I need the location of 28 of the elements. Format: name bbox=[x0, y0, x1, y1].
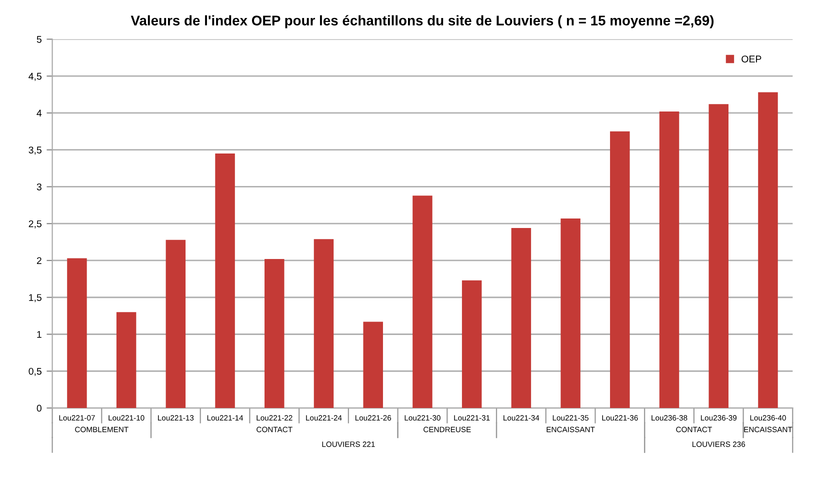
chart-title: Valeurs de l'index OEP pour les échantillons du site de Louviers ( n = 15 moyenne =2,69) bbox=[130, 15, 714, 28]
legend-label: OEP bbox=[742, 56, 762, 62]
y-tick-label: 0,5 bbox=[28, 368, 42, 376]
y-tick-label: 4 bbox=[36, 110, 42, 116]
y-tick-label: 3 bbox=[36, 183, 42, 190]
bar bbox=[659, 111, 680, 408]
y-tick-label: 2,5 bbox=[28, 220, 42, 228]
y-tick-label: 1 bbox=[37, 331, 42, 338]
bar bbox=[166, 240, 186, 408]
y-tick-label: 4,5 bbox=[28, 72, 42, 81]
bar bbox=[462, 280, 482, 408]
bar bbox=[67, 258, 87, 408]
bar bbox=[758, 92, 778, 408]
y-tick-label: 1,5 bbox=[29, 294, 42, 302]
bar bbox=[264, 259, 284, 408]
bar bbox=[116, 312, 136, 408]
bar bbox=[412, 196, 432, 408]
y-tick-label: 2 bbox=[36, 257, 42, 264]
y-tick-label: 3,5 bbox=[28, 146, 42, 155]
bar bbox=[610, 131, 630, 408]
bar bbox=[511, 228, 532, 408]
bar bbox=[708, 104, 728, 408]
bar bbox=[314, 239, 334, 408]
bar bbox=[363, 322, 383, 408]
bar bbox=[215, 154, 235, 408]
y-tick-label: 0 bbox=[36, 404, 42, 412]
bar bbox=[560, 218, 580, 408]
y-tick-label: 5 bbox=[36, 36, 42, 43]
